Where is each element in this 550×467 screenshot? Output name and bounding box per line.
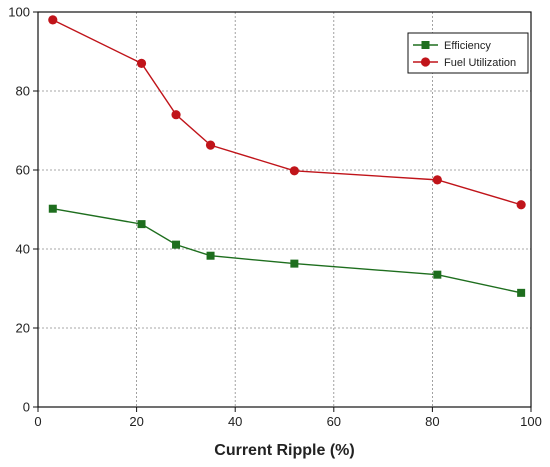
series-efficiency (48, 204, 526, 297)
data-point-circle (289, 166, 299, 176)
series-fuel-utilization (48, 15, 526, 210)
x-tick-label: 20 (129, 414, 143, 429)
series (48, 15, 526, 297)
y-tick-label: 0 (23, 400, 30, 415)
y-tick-label: 100 (8, 5, 30, 20)
data-point-circle (48, 15, 58, 25)
data-point-square (137, 220, 146, 229)
y-tick-label: 40 (16, 242, 30, 257)
legend-item: Fuel Utilization (413, 57, 516, 69)
x-tick-label: 40 (228, 414, 242, 429)
series-line (52, 208, 522, 294)
legend-marker-circle (420, 57, 431, 67)
data-point-circle (516, 200, 526, 210)
legend-label: Fuel Utilization (444, 57, 516, 69)
data-point-circle (136, 58, 147, 68)
legend-item: Efficiency (413, 40, 491, 52)
legend-label: Efficiency (444, 40, 491, 52)
data-point-circle (205, 140, 216, 150)
x-tick-label: 60 (327, 414, 341, 429)
plot-frame (37, 11, 532, 408)
data-point-square (206, 251, 215, 260)
x-tick-label: 80 (425, 414, 439, 429)
legend-marker-square (421, 41, 430, 49)
data-point-square (48, 204, 57, 213)
y-tick-label: 80 (16, 84, 30, 99)
data-point-square (290, 259, 299, 268)
y-tick-label: 60 (16, 163, 30, 178)
data-point-square (433, 270, 442, 279)
y-tick-label: 20 (16, 321, 30, 336)
axes: 0 20 40 60 80 100 0 20 40 60 80 100 (8, 5, 542, 430)
legend-box (407, 32, 529, 74)
x-axis-title: Current Ripple (%) (214, 442, 354, 459)
data-point-circle (171, 110, 181, 120)
x-tick-label: 0 (34, 414, 41, 429)
data-point-square (517, 288, 526, 297)
data-point-circle (432, 175, 442, 185)
legend: Efficiency Fuel Utilization (407, 32, 529, 74)
grid (38, 12, 531, 407)
x-tick-label: 100 (520, 414, 542, 429)
data-point-square (172, 240, 181, 249)
